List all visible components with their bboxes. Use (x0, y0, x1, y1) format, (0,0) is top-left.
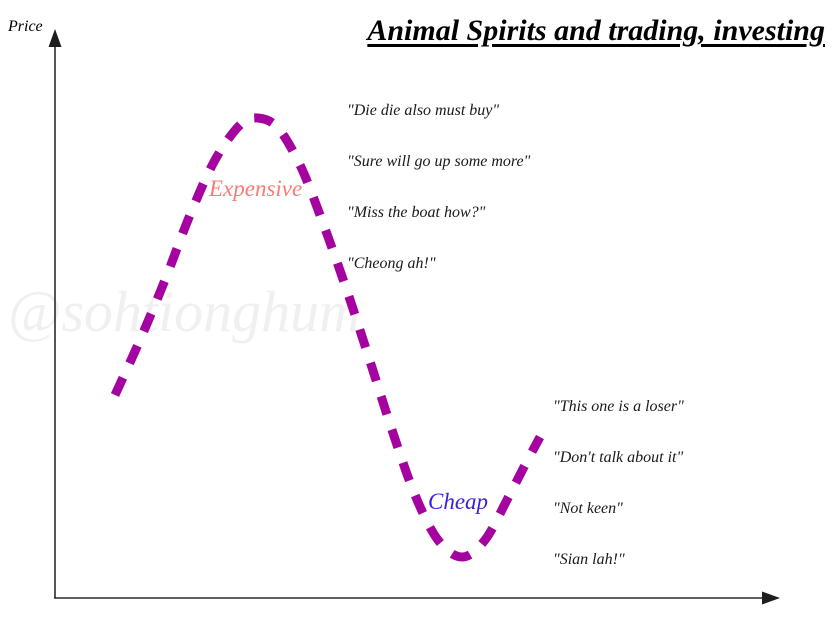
quote-top-2: "Sure will go up some more" (347, 153, 531, 170)
quote-group-bottom: "This one is a loser" "Don't talk about … (553, 398, 684, 602)
y-axis-arrowhead (48, 29, 62, 47)
curve-label-expensive: Expensive (209, 176, 303, 201)
quote-bottom-4: "Sian lah!" (553, 551, 625, 568)
quote-top-1: "Die die also must buy" (347, 102, 500, 119)
quote-top-4: "Cheong ah!" (347, 255, 436, 272)
quote-bottom-2: "Don't talk about it" (553, 449, 684, 466)
watermark-handle: @sohtionghum (8, 279, 362, 344)
quote-bottom-1: "This one is a loser" (553, 398, 684, 415)
quote-bottom-3: "Not keen" (553, 500, 623, 517)
page-title: Animal Spirits and trading, investing (367, 14, 825, 47)
y-axis-label: Price (8, 18, 43, 35)
quote-top-3: "Miss the boat how?" (347, 204, 486, 221)
x-axis-arrowhead (762, 591, 780, 605)
curve-label-cheap: Cheap (428, 489, 489, 514)
quote-group-top: "Die die also must buy" "Sure will go up… (347, 102, 530, 306)
